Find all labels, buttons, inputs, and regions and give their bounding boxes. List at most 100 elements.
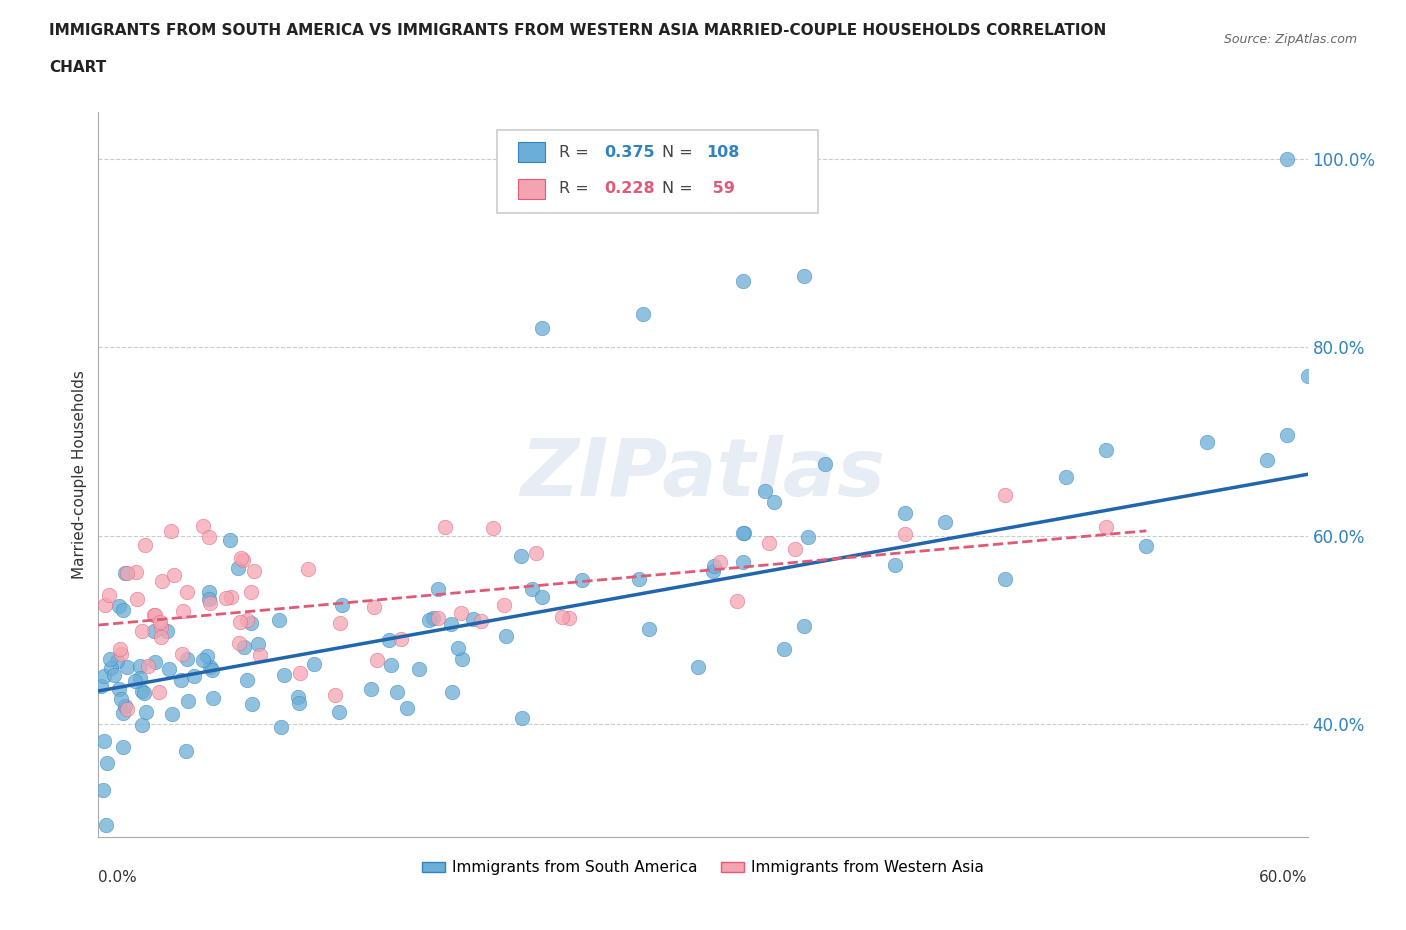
Point (176, 652, 198, 667)
Point (240, 697, 263, 711)
Point (200, 663, 222, 678)
Point (124, 674, 146, 689)
Point (733, 525, 755, 540)
Point (219, 590, 242, 604)
Point (330, 597, 353, 612)
Point (363, 600, 385, 615)
Point (481, 521, 503, 536)
Point (287, 689, 309, 704)
Point (270, 719, 292, 734)
Point (198, 659, 221, 674)
Point (143, 655, 166, 670)
Text: 60.0%: 60.0% (1260, 870, 1308, 884)
Point (191, 653, 214, 668)
Point (530, 590, 553, 604)
Point (135, 704, 157, 719)
Point (447, 641, 470, 656)
Point (160, 707, 183, 722)
Point (170, 672, 193, 687)
Point (195, 649, 218, 664)
Point (108, 599, 131, 614)
Point (758, 536, 780, 551)
Point (93, 734, 115, 749)
Text: 59: 59 (707, 181, 734, 196)
Point (733, 554, 755, 569)
Point (1277, 152, 1299, 166)
Point (627, 571, 650, 586)
Point (1256, 453, 1278, 468)
Point (297, 562, 319, 577)
Point (530, 321, 553, 336)
Point (142, 623, 165, 638)
Point (115, 701, 138, 716)
Point (98, 587, 121, 602)
Point (111, 706, 134, 721)
Point (183, 668, 205, 683)
Point (243, 564, 266, 578)
Point (232, 552, 254, 567)
Point (198, 529, 221, 544)
Point (772, 641, 794, 656)
Point (176, 585, 198, 600)
Point (131, 684, 153, 699)
Point (93, 669, 115, 684)
Point (267, 612, 290, 627)
Point (783, 542, 806, 557)
Point (551, 610, 574, 625)
Point (108, 682, 131, 697)
Point (177, 694, 200, 709)
Point (1195, 435, 1218, 450)
Point (110, 692, 132, 707)
Point (226, 561, 249, 576)
Point (249, 647, 271, 662)
Point (440, 684, 463, 699)
Point (131, 623, 153, 638)
Text: IMMIGRANTS FROM SOUTH AMERICA VS IMMIGRANTS FROM WESTERN ASIA MARRIED-COUPLE HOU: IMMIGRANTS FROM SOUTH AMERICA VS IMMIGRA… (49, 23, 1107, 38)
Point (131, 718, 153, 733)
Point (389, 631, 412, 646)
Point (1135, 538, 1157, 553)
Point (90, 678, 112, 693)
FancyBboxPatch shape (517, 179, 544, 199)
Point (450, 605, 472, 620)
Point (152, 573, 174, 588)
Point (136, 658, 159, 673)
Legend: Immigrants from South America, Immigrants from Western Asia: Immigrants from South America, Immigrant… (416, 855, 990, 882)
Point (100, 660, 122, 675)
Point (112, 739, 135, 754)
Point (96, 755, 118, 770)
Text: ZIPatlas: ZIPatlas (520, 435, 886, 513)
Point (240, 616, 263, 631)
Point (638, 622, 661, 637)
Point (273, 667, 295, 682)
Point (1054, 470, 1077, 485)
Point (148, 684, 170, 699)
Point (129, 671, 152, 686)
Point (470, 614, 492, 629)
Point (142, 607, 165, 622)
Point (114, 699, 136, 714)
Point (231, 551, 253, 565)
Point (288, 665, 311, 680)
Point (174, 744, 197, 759)
Point (325, 687, 347, 702)
Point (427, 611, 450, 626)
FancyBboxPatch shape (517, 142, 544, 162)
Point (994, 487, 1017, 502)
Point (426, 582, 449, 597)
Text: 0.0%: 0.0% (98, 870, 138, 884)
Point (934, 514, 956, 529)
Point (228, 635, 250, 650)
Point (495, 629, 517, 644)
Point (893, 526, 915, 541)
Point (91, 782, 114, 797)
Point (631, 307, 654, 322)
Point (163, 568, 186, 583)
Text: Source: ZipAtlas.com: Source: ZipAtlas.com (1223, 33, 1357, 46)
Text: 0.228: 0.228 (603, 181, 654, 196)
Point (793, 269, 815, 284)
Point (360, 682, 382, 697)
FancyBboxPatch shape (498, 130, 818, 213)
Point (98, 651, 121, 666)
Point (440, 617, 463, 631)
